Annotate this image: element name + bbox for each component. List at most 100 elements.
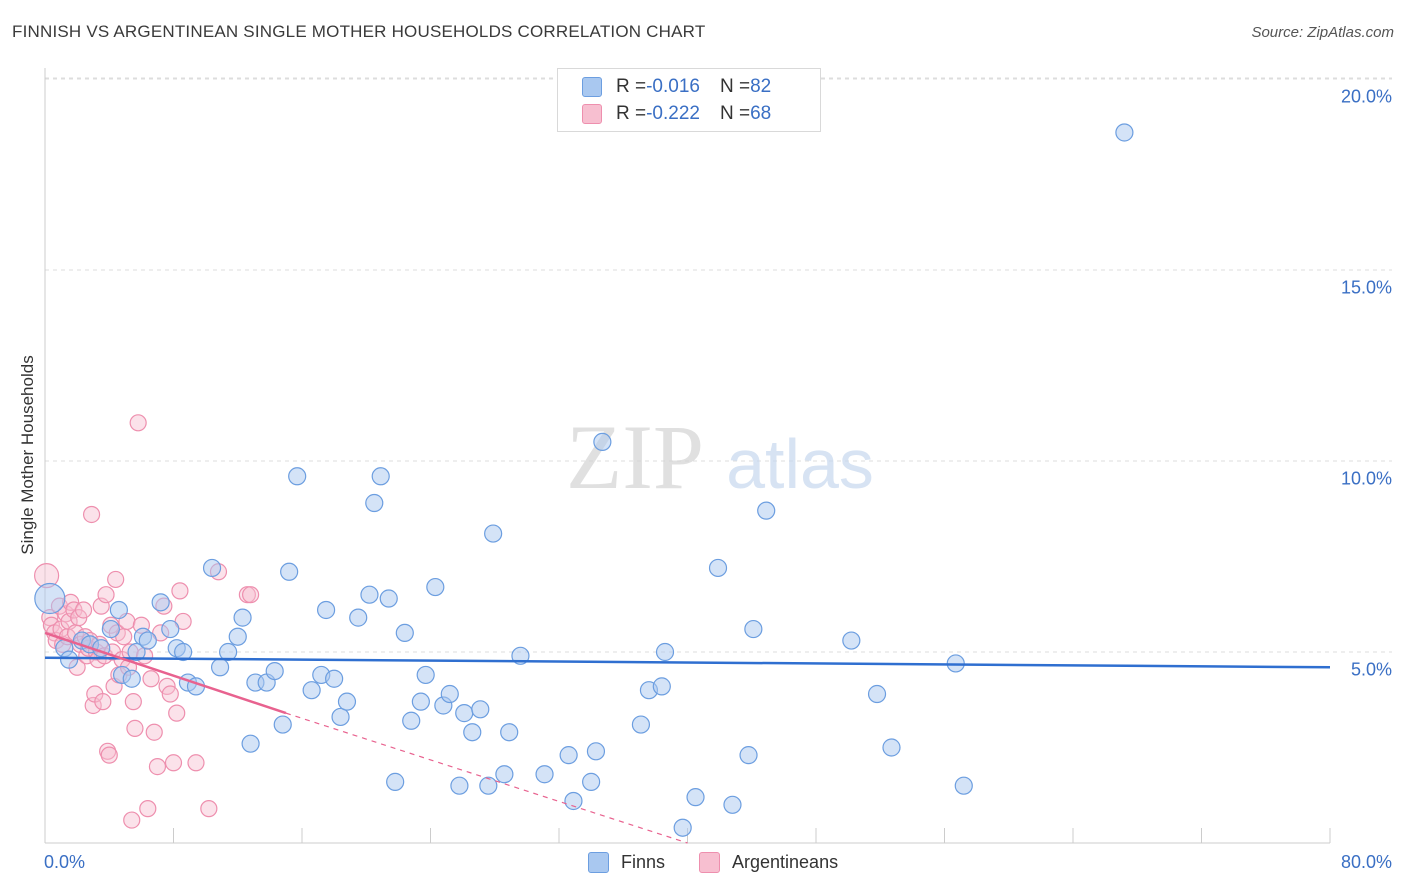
argentineans-point: [145, 723, 163, 741]
argentineans-point: [161, 685, 179, 703]
finns-point: [686, 788, 705, 807]
argentineans-swatch: [582, 104, 602, 124]
finns-point: [161, 619, 180, 639]
finns-point: [325, 669, 344, 688]
finns-point: [842, 631, 861, 650]
finns-point: [471, 700, 490, 719]
finns-point: [402, 711, 421, 730]
finns-point: [101, 619, 120, 639]
finns-point: [138, 631, 157, 650]
trend-lines: [44, 631, 1331, 844]
finns-point: [867, 684, 887, 704]
finns-point: [440, 684, 459, 704]
finns-point: [288, 467, 307, 486]
argentineans-point: [148, 757, 167, 776]
argentineans-trend-extension: [285, 712, 688, 844]
argentineans-points: [34, 414, 260, 829]
argentineans-point: [171, 582, 189, 600]
finns-point: [34, 582, 66, 615]
argentineans-point: [74, 601, 93, 619]
finns-points: [34, 123, 1134, 837]
argentineans-point: [142, 670, 160, 688]
finns-point: [302, 681, 321, 700]
finns-point: [416, 665, 435, 685]
bottom-finns-label: Finns: [621, 852, 666, 872]
x-tick-min: 0.0%: [44, 852, 86, 872]
finns-point: [882, 738, 901, 757]
argentineans-point: [187, 754, 205, 772]
finns-point: [673, 818, 692, 837]
bottom-legend-argentineans: Argentineans: [699, 852, 838, 873]
finns-point: [655, 642, 675, 662]
finns-point: [233, 608, 252, 627]
y-tick-15: 15.0%: [1340, 277, 1392, 298]
argentineans-point: [126, 719, 144, 738]
finns-trend-line: [44, 656, 1331, 669]
finns-point: [500, 723, 519, 742]
finns-r-value: -0.016: [646, 76, 700, 97]
finns-point: [122, 669, 141, 688]
finns-point: [331, 707, 350, 727]
finns-point: [337, 692, 357, 711]
legend-row-argentineans: R = -0.222 N = 68: [582, 102, 771, 126]
argentineans-point: [129, 414, 147, 432]
y-tick-5: 5.0%: [1350, 659, 1392, 680]
finns-point: [535, 765, 554, 784]
finns-point: [386, 772, 405, 791]
argentineans-point: [242, 586, 260, 604]
y-tick-20: 20.0%: [1340, 86, 1392, 107]
finns-point: [174, 642, 193, 662]
finns-point: [426, 577, 445, 597]
finns-point: [744, 619, 763, 639]
argentineans-point: [94, 693, 112, 711]
argentineans-point: [164, 754, 183, 772]
finns-point: [455, 704, 474, 723]
finns-point: [593, 432, 612, 451]
finns-point: [109, 600, 128, 620]
finns-point: [708, 558, 728, 578]
arg-n-value: 68: [750, 103, 772, 124]
finns-point: [586, 742, 606, 761]
finns-point: [202, 558, 222, 578]
finns-point: [265, 661, 284, 681]
finns-point: [757, 501, 776, 520]
bottom-legend-finns: Finns: [588, 852, 665, 873]
finns-point: [564, 791, 583, 811]
finns-point: [273, 715, 292, 734]
argentineans-point: [139, 800, 157, 818]
arg-r-label: R =: [616, 103, 647, 124]
finns-point: [631, 715, 651, 734]
finns-n-value: 82: [750, 76, 772, 97]
finns-point: [228, 627, 247, 646]
finns-point: [411, 692, 430, 711]
finns-point: [210, 658, 230, 677]
argentineans-point: [200, 800, 218, 818]
argentineans-point: [168, 704, 186, 722]
finns-point: [495, 765, 514, 784]
finns-point: [739, 746, 758, 765]
source-credit: Source: ZipAtlas.com: [1251, 24, 1394, 41]
finns-point: [954, 776, 973, 795]
finns-point: [241, 734, 260, 753]
argentineans-trend-line: [44, 631, 287, 715]
y-axis-label: Single Mother Households: [18, 355, 37, 555]
argentineans-point: [97, 586, 115, 604]
finns-point: [59, 650, 79, 669]
argentineans-point: [123, 811, 141, 829]
finns-point: [582, 772, 601, 791]
chart-title: FINNISH VS ARGENTINEAN SINGLE MOTHER HOU…: [12, 22, 706, 41]
argentineans-point: [107, 570, 125, 589]
y-tick-10: 10.0%: [1340, 468, 1392, 489]
watermark-atlas: atlas: [726, 425, 874, 503]
argentineans-point: [124, 693, 142, 711]
finns-point: [723, 795, 742, 814]
arg-n-label: N =: [719, 103, 751, 124]
watermark-zip: ZIP: [566, 406, 704, 508]
finns-n-label: N =: [719, 76, 751, 97]
bottom-arg-label: Argentineans: [732, 852, 839, 872]
finns-r-label: R =: [616, 76, 647, 97]
finns-point: [379, 589, 398, 608]
finns-point: [484, 524, 503, 543]
finns-point: [349, 608, 368, 627]
